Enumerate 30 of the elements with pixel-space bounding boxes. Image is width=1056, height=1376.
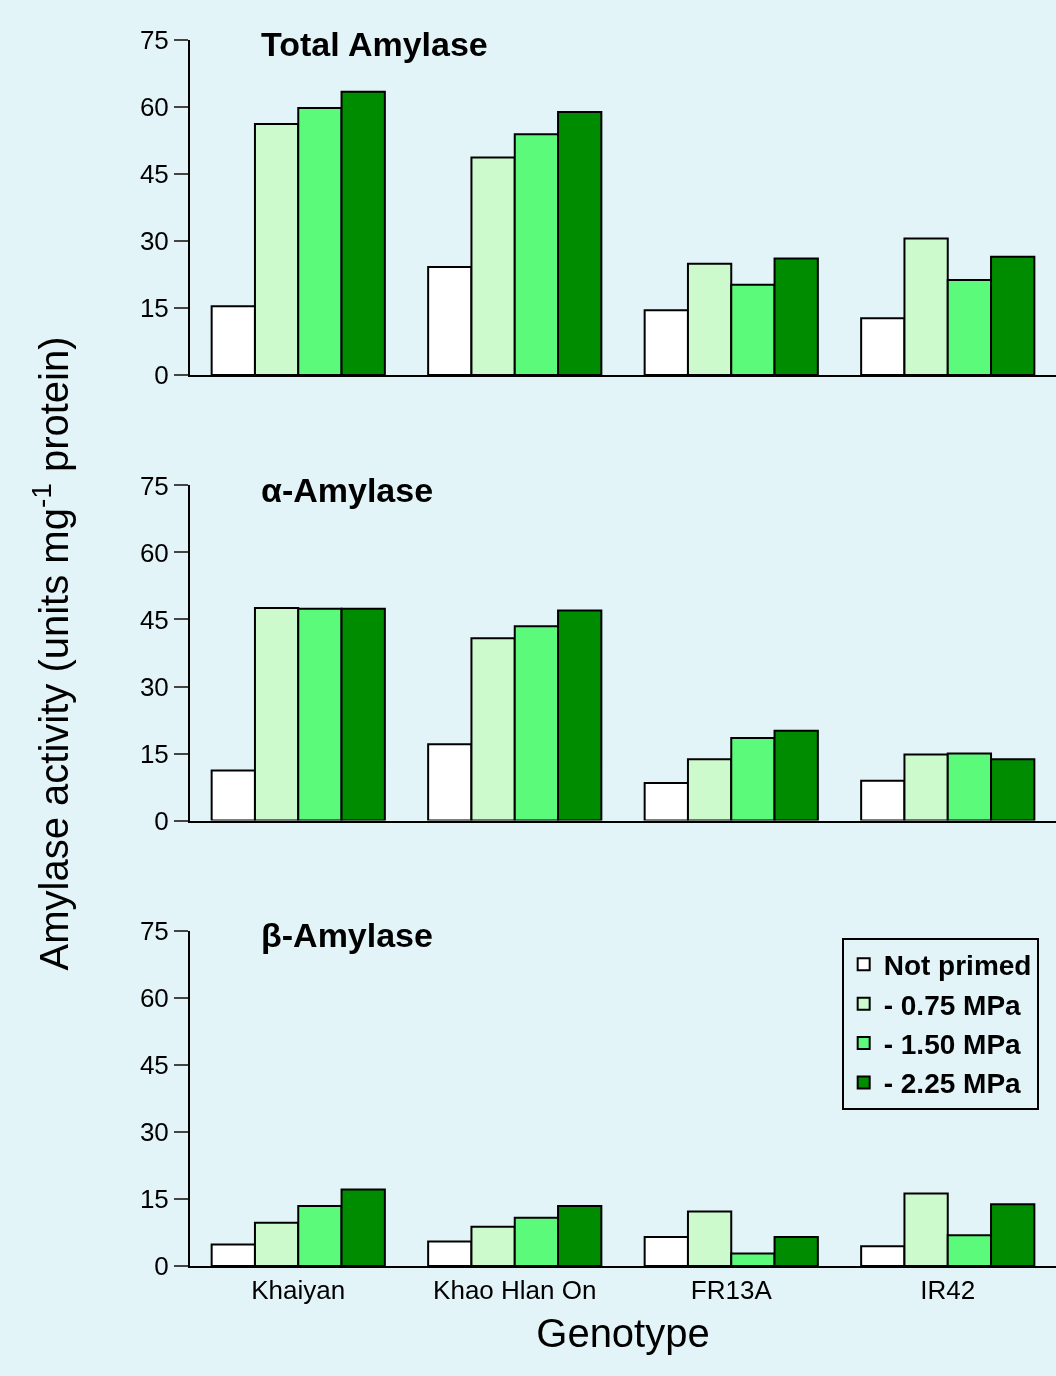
x-tick-label: IR42 xyxy=(920,1275,976,1306)
y-tick-label: 75 xyxy=(139,915,169,946)
legend-label: - 1.50 MPa xyxy=(883,1029,1022,1061)
y-tick-label: 45 xyxy=(139,159,169,190)
x-axis-title: Genotype xyxy=(536,1311,710,1356)
y-tick-label: 15 xyxy=(139,738,169,769)
chart-title: β-Amylase xyxy=(261,916,433,954)
legend-label: - 0.75 MPa xyxy=(883,989,1022,1021)
y-tick-label: 30 xyxy=(139,671,169,702)
y-tick-label: 15 xyxy=(139,1184,169,1215)
x-tick-label: FR13A xyxy=(690,1275,773,1306)
x-tick-label: Khao Hlan On xyxy=(433,1275,597,1306)
legend-label: - 2.25 MPa xyxy=(883,1068,1022,1100)
y-tick-label: 0 xyxy=(154,805,169,836)
x-tick-label: Khaiyan xyxy=(251,1275,346,1306)
legend-label: Not primed xyxy=(883,950,1032,982)
y-tick-label: 60 xyxy=(139,537,169,568)
y-tick-label: 60 xyxy=(139,92,169,123)
y-tick-label: 0 xyxy=(154,1251,169,1282)
y-tick-label: 15 xyxy=(139,293,169,324)
y-tick-label: 75 xyxy=(139,470,169,501)
chart-title: α-Amylase xyxy=(261,471,434,509)
y-tick-label: 0 xyxy=(154,360,169,391)
y-tick-label: 45 xyxy=(139,604,169,635)
y-tick-label: 30 xyxy=(139,226,169,257)
y-tick-label: 30 xyxy=(139,1117,169,1148)
y-tick-label: 75 xyxy=(139,25,169,56)
y-tick-label: 60 xyxy=(139,983,169,1014)
y-tick-label: 45 xyxy=(139,1050,169,1081)
chart-title: Total Amylase xyxy=(261,25,488,63)
